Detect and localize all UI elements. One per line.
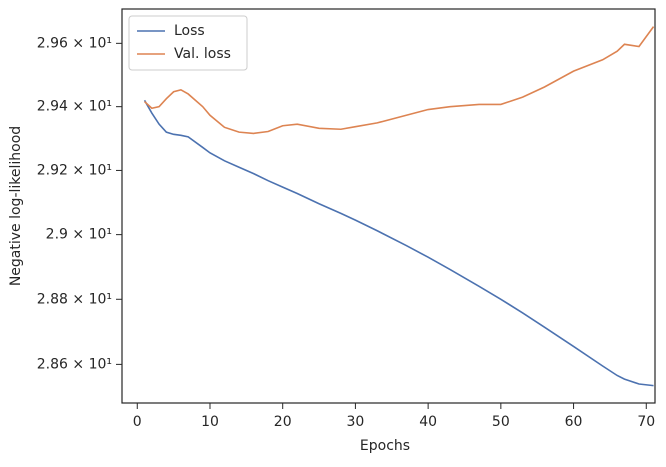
x-tick-label: 20 bbox=[274, 414, 292, 430]
plot-area bbox=[121, 8, 656, 404]
x-tick-label: 50 bbox=[492, 414, 510, 430]
legend-label: Loss bbox=[174, 23, 205, 39]
y-tick-label: 2.92 × 10¹ bbox=[37, 162, 112, 178]
x-tick-label: 40 bbox=[419, 414, 437, 430]
y-tick-label: 2.9 × 10¹ bbox=[46, 227, 112, 243]
x-tick-label: 60 bbox=[565, 414, 583, 430]
y-tick-label: 2.96 × 10¹ bbox=[37, 35, 112, 51]
y-tick-label: 2.86 × 10¹ bbox=[37, 356, 112, 372]
series-line bbox=[144, 26, 655, 135]
x-axis-label: Epochs bbox=[360, 438, 410, 454]
series-line bbox=[143, 99, 654, 387]
x-tick-label: 10 bbox=[201, 414, 219, 430]
x-tick-label: 0 bbox=[133, 414, 142, 430]
y-axis-label: Negative log-likelihood bbox=[8, 126, 24, 286]
y-tick-label: 2.88 × 10¹ bbox=[37, 291, 112, 307]
legend-box bbox=[128, 15, 248, 71]
legend-label: Val. loss bbox=[174, 46, 231, 62]
y-tick-label: 2.94 × 10¹ bbox=[37, 99, 112, 115]
x-tick-label: 70 bbox=[637, 414, 655, 430]
x-tick-label: 30 bbox=[347, 414, 365, 430]
